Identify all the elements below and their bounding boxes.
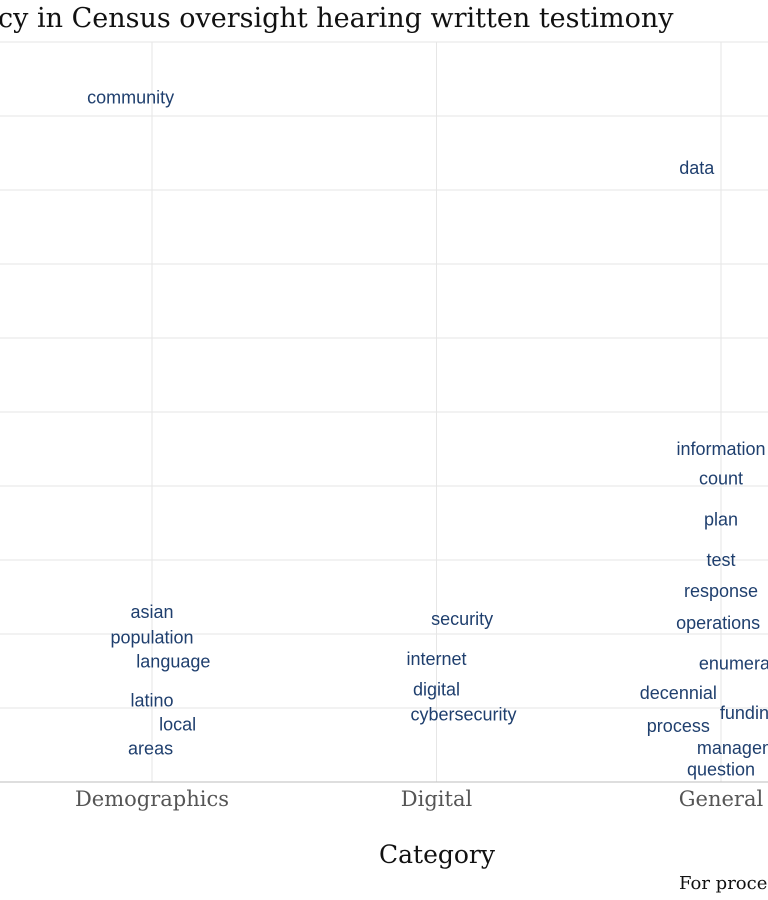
word-label: security [431,609,493,629]
word-label: response [684,581,758,601]
word-label: management [697,738,768,758]
word-label: information [676,439,765,459]
word-label: asian [130,602,173,622]
word-label: funding [720,703,768,723]
word-label: test [706,550,735,570]
word-label: community [87,88,174,108]
word-label: count [699,469,743,489]
x-axis-label: Category [379,840,496,869]
chart-title: cy in Census oversight hearing written t… [0,3,674,34]
word-label: population [110,628,193,648]
word-label: internet [406,649,466,669]
word-label: plan [704,509,738,529]
word-label: local [159,714,196,734]
word-label: operations [676,613,760,633]
word-label: data [679,158,715,178]
word-points: community asian population language latino lo… [87,88,768,780]
word-label: cybersecurity [411,705,517,725]
grid-lines [0,41,768,782]
x-tick-label: General [679,787,764,811]
x-tick-label: Digital [401,787,473,811]
word-label: latino [130,691,173,711]
word-label: decennial [640,683,717,703]
word-label: language [136,651,210,671]
x-tick-labels: Demographics Digital General [75,787,764,811]
chart-caption: For proces [679,873,768,894]
word-label: enumerators [699,654,768,674]
word-label: process [647,716,710,736]
word-label: question [687,759,755,779]
word-label: areas [128,739,173,759]
word-label: digital [413,680,460,700]
x-tick-label: Demographics [75,787,229,811]
